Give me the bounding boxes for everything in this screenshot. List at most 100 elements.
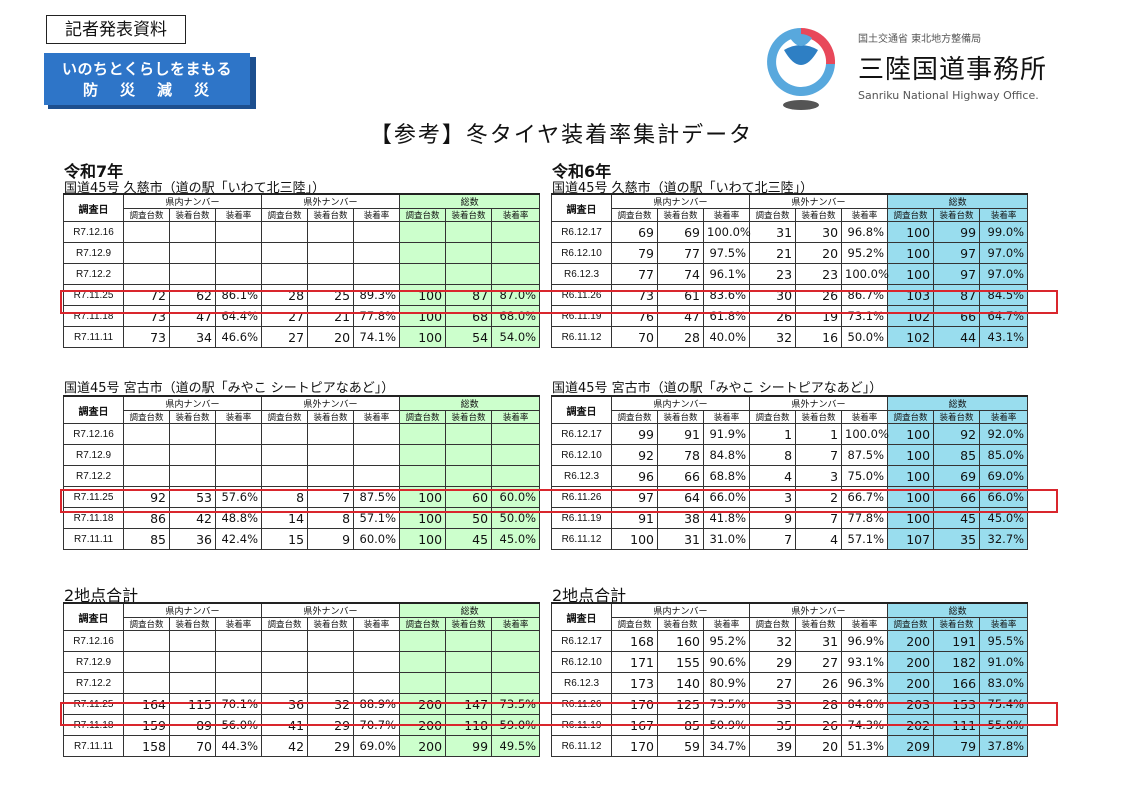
group-header: 総数 bbox=[399, 602, 541, 618]
value-cell: 92 bbox=[611, 444, 658, 466]
value-cell: 4 bbox=[749, 465, 797, 487]
value-cell bbox=[214, 672, 263, 694]
year-heading: 令和7年 bbox=[64, 162, 124, 181]
value-cell: 100 bbox=[887, 486, 935, 508]
value-cell: 92.0% bbox=[979, 423, 1029, 445]
value-cell: 164 bbox=[123, 693, 170, 715]
value-cell: 42 bbox=[169, 507, 216, 529]
group-header: 総数 bbox=[887, 395, 1029, 411]
date-cell: R6.11.26 bbox=[551, 284, 612, 306]
group-header: 県外ナンバー bbox=[261, 395, 401, 411]
date-cell: R7.12.2 bbox=[63, 672, 124, 694]
value-cell bbox=[261, 465, 309, 487]
value-cell: 38 bbox=[657, 507, 704, 529]
value-cell: 87.5% bbox=[841, 444, 889, 466]
date-cell: R7.12.9 bbox=[63, 651, 124, 673]
value-cell: 200 bbox=[399, 714, 447, 736]
sub-header: 装着率 bbox=[702, 208, 751, 222]
sub-header: 装着台数 bbox=[169, 208, 216, 222]
value-cell: 40.0% bbox=[702, 326, 751, 348]
date-cell: R6.12.10 bbox=[551, 242, 612, 264]
value-cell: 26 bbox=[795, 284, 843, 306]
year-heading: 令和6年 bbox=[552, 162, 612, 181]
value-cell: 160 bbox=[657, 630, 704, 652]
table-row: R6.11.19 91 38 41.8% 9 7 77.8% 100 45 45.0% bbox=[551, 507, 1029, 529]
value-cell bbox=[445, 444, 493, 466]
badge-line2: 防災減災 bbox=[82, 81, 231, 99]
value-cell: 200 bbox=[399, 693, 447, 715]
value-cell bbox=[261, 423, 309, 445]
value-cell: 70.7% bbox=[353, 714, 401, 736]
value-cell: 202 bbox=[887, 714, 935, 736]
sub-header: 装着台数 bbox=[307, 208, 355, 222]
date-cell: R6.12.3 bbox=[551, 263, 612, 285]
value-cell: 75.4% bbox=[979, 693, 1029, 715]
value-cell: 34 bbox=[169, 326, 216, 348]
value-cell: 25 bbox=[307, 284, 355, 306]
value-cell: 100 bbox=[887, 465, 935, 487]
value-cell: 66 bbox=[657, 465, 704, 487]
table-row: R6.12.3 173 140 80.9% 27 26 96.3% 200 166 83.0% bbox=[551, 672, 1029, 694]
value-cell: 115 bbox=[169, 693, 216, 715]
group-header: 県内ナンバー bbox=[610, 193, 751, 209]
value-cell bbox=[445, 423, 493, 445]
value-cell bbox=[261, 263, 309, 285]
value-cell bbox=[214, 465, 263, 487]
sub-header: 調査台数 bbox=[749, 208, 797, 222]
value-cell: 191 bbox=[933, 630, 981, 652]
value-cell: 83.6% bbox=[702, 284, 751, 306]
table-row: R6.11.26 73 61 83.6% 30 26 86.7% 103 87 84.5% bbox=[551, 284, 1029, 306]
value-cell: 28 bbox=[657, 326, 704, 348]
value-cell: 100 bbox=[611, 528, 658, 550]
survey-table-wrap: 調査日 県内ナンバー 県外ナンバー 総数 調査台数 装着台数 装着率 調査台数 装着台数 装着率調… bbox=[63, 602, 541, 757]
value-cell: 73.5% bbox=[702, 693, 751, 715]
sub-header: 装着台数 bbox=[307, 617, 355, 631]
sub-header: 装着率 bbox=[214, 410, 263, 424]
value-cell: 19 bbox=[795, 305, 843, 327]
value-cell bbox=[353, 630, 401, 652]
value-cell: 100 bbox=[399, 284, 447, 306]
value-cell: 9 bbox=[307, 528, 355, 550]
value-cell: 99 bbox=[445, 735, 493, 757]
value-cell: 73.5% bbox=[491, 693, 541, 715]
value-cell bbox=[491, 423, 541, 445]
group-header: 総数 bbox=[399, 395, 541, 411]
date-cell: R6.12.3 bbox=[551, 465, 612, 487]
value-cell: 31 bbox=[795, 630, 843, 652]
value-cell: 100 bbox=[887, 444, 935, 466]
date-cell: R7.12.16 bbox=[63, 221, 124, 243]
value-cell: 77.8% bbox=[353, 305, 401, 327]
value-cell: 45 bbox=[933, 507, 981, 529]
value-cell: 155 bbox=[657, 651, 704, 673]
value-cell: 91 bbox=[657, 423, 704, 445]
value-cell: 31 bbox=[657, 528, 704, 550]
date-cell: R6.11.12 bbox=[551, 735, 612, 757]
table-row: R6.11.12 100 31 31.0% 7 4 57.1% 107 35 32.7% bbox=[551, 528, 1029, 550]
value-cell: 66.7% bbox=[841, 486, 889, 508]
table-row: R7.12.2 bbox=[63, 672, 541, 694]
value-cell: 50.9% bbox=[702, 714, 751, 736]
sub-header: 装着率 bbox=[491, 208, 541, 222]
date-column-header: 調査日 bbox=[63, 395, 124, 424]
value-cell: 69 bbox=[611, 221, 658, 243]
value-cell: 167 bbox=[611, 714, 658, 736]
group-header: 県外ナンバー bbox=[261, 602, 401, 618]
group-header: 総数 bbox=[887, 193, 1029, 209]
value-cell: 168 bbox=[611, 630, 658, 652]
value-cell: 88.9% bbox=[353, 693, 401, 715]
value-cell: 8 bbox=[307, 507, 355, 529]
value-cell: 68.8% bbox=[702, 465, 751, 487]
date-cell: R7.11.11 bbox=[63, 326, 124, 348]
value-cell: 26 bbox=[795, 672, 843, 694]
value-cell: 32.7% bbox=[979, 528, 1029, 550]
value-cell: 100.0% bbox=[841, 423, 889, 445]
value-cell: 107 bbox=[887, 528, 935, 550]
value-cell bbox=[445, 630, 493, 652]
value-cell: 147 bbox=[445, 693, 493, 715]
date-cell: R6.12.17 bbox=[551, 630, 612, 652]
value-cell bbox=[169, 221, 216, 243]
sub-header: 調査台数 bbox=[887, 410, 935, 424]
value-cell bbox=[261, 651, 309, 673]
value-cell: 27 bbox=[795, 651, 843, 673]
value-cell: 48.8% bbox=[214, 507, 263, 529]
